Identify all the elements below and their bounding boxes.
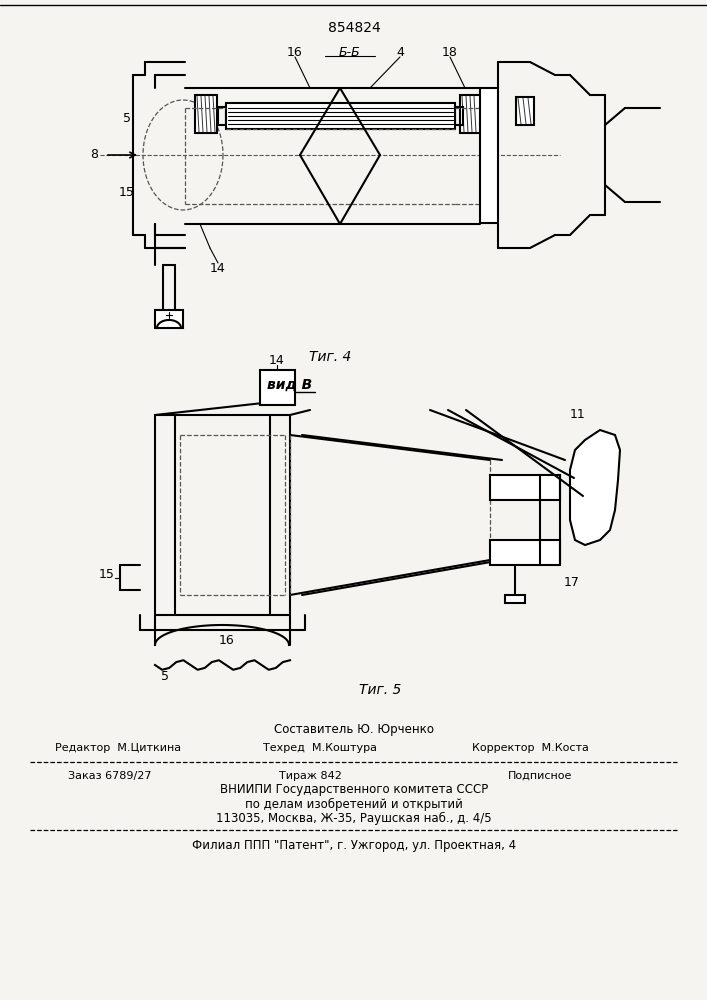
- Text: 15: 15: [99, 568, 115, 582]
- Bar: [480, 88, 498, 223]
- Text: Корректор  М.Коста: Корректор М.Коста: [472, 743, 588, 753]
- Text: Б-Б: Б-Б: [339, 45, 361, 58]
- Text: 14: 14: [210, 261, 226, 274]
- Text: 4: 4: [396, 46, 404, 60]
- Bar: [516, 97, 534, 125]
- Text: Подписное: Подписное: [508, 771, 572, 781]
- Bar: [505, 595, 525, 603]
- Text: Техред  М.Коштура: Техред М.Коштура: [263, 743, 377, 753]
- Text: вид B: вид B: [267, 378, 312, 392]
- Text: Τиг. 4: Τиг. 4: [309, 350, 351, 364]
- Bar: [195, 95, 217, 133]
- Bar: [490, 475, 560, 500]
- Text: ВНИИПИ Государственного комитета СССР: ВНИИПИ Государственного комитета СССР: [220, 784, 488, 796]
- Text: 14: 14: [269, 354, 285, 366]
- Text: 11: 11: [570, 408, 586, 422]
- Text: Редактор  М.Циткина: Редактор М.Циткина: [55, 743, 181, 753]
- Text: Заказ 6789/27: Заказ 6789/27: [69, 771, 152, 781]
- Bar: [155, 310, 183, 328]
- Text: 15: 15: [119, 186, 135, 198]
- Text: 5: 5: [161, 670, 169, 684]
- Text: 18: 18: [442, 46, 458, 60]
- Text: 16: 16: [287, 46, 303, 60]
- Bar: [218, 107, 226, 125]
- Bar: [455, 107, 463, 125]
- Text: Τиг. 5: Τиг. 5: [359, 683, 401, 697]
- Bar: [460, 95, 482, 133]
- Text: Тираж 842: Тираж 842: [279, 771, 341, 781]
- Text: 5: 5: [123, 111, 131, 124]
- Text: 16: 16: [219, 634, 235, 647]
- Text: 113035, Москва, Ж-35, Раушская наб., д. 4/5: 113035, Москва, Ж-35, Раушская наб., д. …: [216, 811, 492, 825]
- Text: Филиал ППП "Патент", г. Ужгород, ул. Проектная, 4: Филиал ППП "Патент", г. Ужгород, ул. Про…: [192, 838, 516, 852]
- Text: 17: 17: [564, 576, 580, 588]
- Bar: [226, 103, 455, 129]
- Text: 8: 8: [90, 148, 98, 161]
- Text: Составитель Ю. Юрченко: Составитель Ю. Юрченко: [274, 724, 434, 736]
- Bar: [260, 370, 295, 405]
- Text: 854824: 854824: [327, 21, 380, 35]
- Polygon shape: [570, 430, 620, 545]
- Text: по делам изобретений и открытий: по делам изобретений и открытий: [245, 797, 463, 811]
- Bar: [490, 540, 560, 565]
